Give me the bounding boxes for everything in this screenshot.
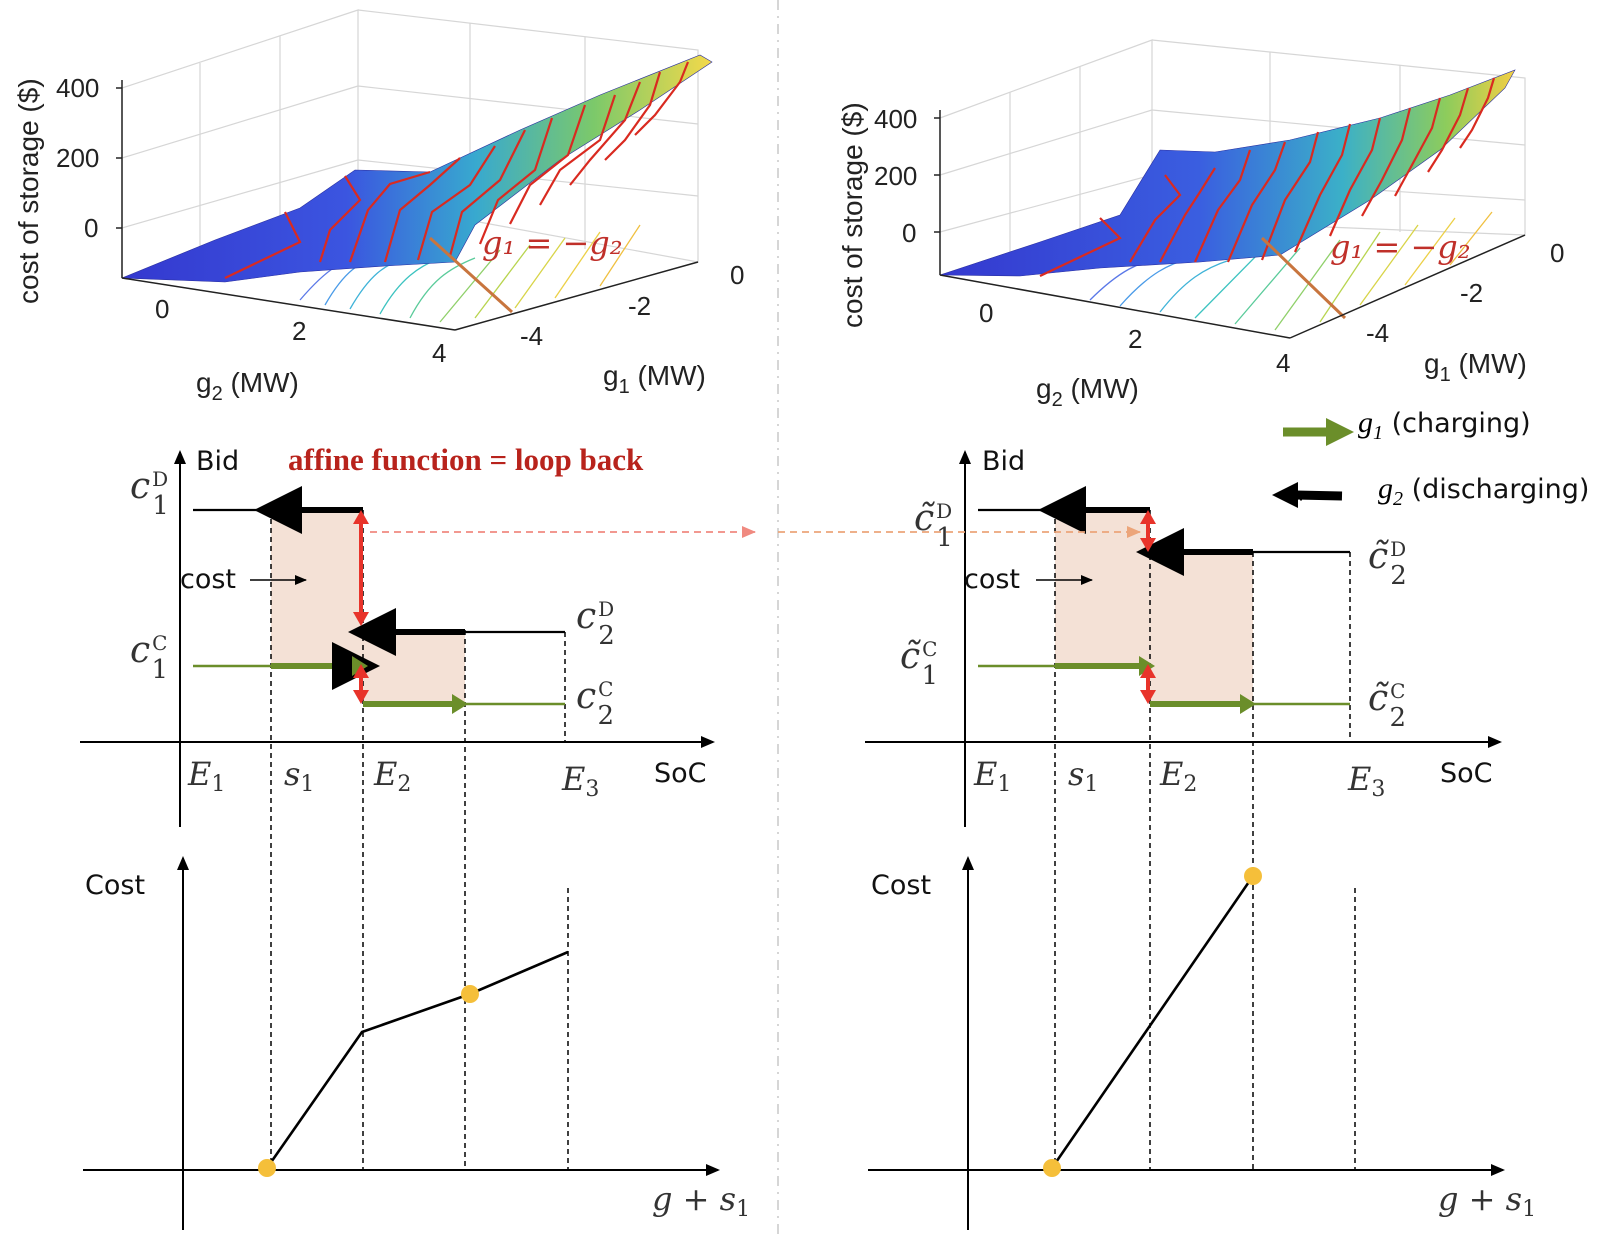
cost-ylabel-left: Cost <box>85 870 145 901</box>
ytick-right-0: 0 <box>1550 238 1564 268</box>
cut-annotation-left: g₁ = −g₂ <box>482 224 623 262</box>
ylabel-left: g1 (MW) <box>603 360 706 398</box>
cost-area-2 <box>363 630 465 706</box>
cost-area-2-right <box>1150 552 1253 704</box>
ytick-right-m2: -2 <box>1460 278 1483 308</box>
cost-area-1 <box>271 510 363 666</box>
s1-right: s1 <box>1068 755 1098 797</box>
c2C-right: c̃ C 2 <box>1368 678 1406 733</box>
bid-ylabel-left: Bid <box>196 446 239 477</box>
discharging-arrow-icon <box>1272 482 1343 508</box>
ytick-left-m4: -4 <box>520 321 543 351</box>
ytick-right-m4: -4 <box>1366 318 1389 348</box>
c1D-right: c̃ D 1 <box>914 498 953 553</box>
E1-left: E1 <box>187 755 225 797</box>
charging-arrow-icon <box>1283 418 1354 446</box>
start-point-left <box>258 1159 276 1177</box>
cut-annotation-right: g₁ = −g₂ <box>1330 228 1471 266</box>
cost-diagram-left: Cost g + s1 <box>83 856 750 1230</box>
bid-xlabel-right: SoC <box>1440 758 1493 789</box>
ylabel-right: g1 (MW) <box>1424 348 1527 386</box>
ytick-left-0: 0 <box>730 260 744 290</box>
zlabel-left: cost of storage ($) <box>13 78 44 304</box>
ytick-left-m2: -2 <box>628 291 651 321</box>
c2D-right: c̃ D 2 <box>1368 536 1407 591</box>
E3-right: E3 <box>1347 760 1385 802</box>
xlabel-left: g2 (MW) <box>196 367 299 405</box>
xlabel-right: g2 (MW) <box>1036 373 1139 411</box>
cost-diagram-right: Cost g + s1 <box>868 856 1536 1230</box>
E2-right: E2 <box>1159 755 1197 797</box>
legend: g1 (charging) g2 (discharging) <box>1272 406 1589 510</box>
surface-plot-right: cost of storage ($) 400 200 0 0 2 4 0 -2… <box>837 39 1564 411</box>
zlabel-right: cost of storage ($) <box>837 102 868 328</box>
cost-ylabel-right: Cost <box>871 870 931 901</box>
cost-xlabel-left: g + s1 <box>652 1180 750 1222</box>
bid-ylabel-right: Bid <box>982 446 1025 477</box>
ztick-right-200: 200 <box>874 161 917 191</box>
E3-left: E3 <box>561 760 599 802</box>
s1-left: s1 <box>284 755 314 797</box>
legend-discharging: g2 (discharging) <box>1378 472 1589 510</box>
bid-title: affine function = loop back <box>288 442 644 477</box>
cost-label-left: cost <box>180 564 236 595</box>
cost-area-1-right <box>1055 512 1150 666</box>
bid-diagram-right: cost Bid SoC c̃ D 1 c̃ C 1 c̃ D 2 c̃ C 2 E1 s1 E… <box>778 446 1502 1170</box>
xtick-right-4: 4 <box>1276 348 1290 378</box>
xtick-right-0: 0 <box>979 298 993 328</box>
ztick-left-400: 400 <box>56 73 99 103</box>
operating-point-right <box>1244 867 1262 885</box>
xtick-left-2: 2 <box>292 316 306 346</box>
ztick-left-0: 0 <box>84 213 98 243</box>
start-point-right <box>1043 1159 1061 1177</box>
bid-xlabel-left: SoC <box>654 758 707 789</box>
ztick-right-0: 0 <box>902 218 916 248</box>
operating-point-left <box>461 985 479 1003</box>
ztick-right-400: 400 <box>874 104 917 134</box>
E1-right: E1 <box>973 755 1011 797</box>
cost-label-right: cost <box>964 564 1020 595</box>
cost-xlabel-right: g + s1 <box>1438 1180 1536 1222</box>
ztick-left-200: 200 <box>56 143 99 173</box>
c1C-right: c̃ C 1 <box>900 636 938 691</box>
cost-curve-right <box>1050 875 1255 1169</box>
legend-charging: g1 (charging) <box>1358 406 1531 444</box>
xtick-right-2: 2 <box>1128 324 1142 354</box>
xtick-left-0: 0 <box>155 294 169 324</box>
surface-plot-left: cost of storage ($) 400 200 0 0 2 4 0 -2… <box>13 9 744 405</box>
xtick-left-4: 4 <box>432 338 446 368</box>
E2-left: E2 <box>373 755 411 797</box>
cost-curve-left <box>265 950 569 1169</box>
